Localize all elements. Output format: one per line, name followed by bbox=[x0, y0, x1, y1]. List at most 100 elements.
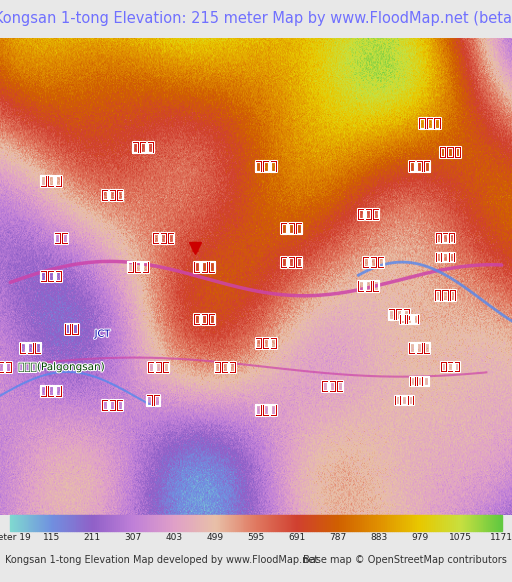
Bar bbox=[235, 515, 237, 531]
Bar bbox=[175, 515, 177, 531]
Bar bbox=[271, 515, 273, 531]
Bar bbox=[185, 515, 187, 531]
Bar bbox=[131, 515, 133, 531]
Bar bbox=[81, 515, 83, 531]
Bar bbox=[76, 515, 77, 531]
Text: 신서동: 신서동 bbox=[255, 403, 278, 417]
Bar bbox=[438, 515, 440, 531]
Bar bbox=[368, 515, 369, 531]
Bar bbox=[264, 515, 266, 531]
Bar bbox=[129, 515, 131, 531]
Bar bbox=[77, 515, 79, 531]
Text: 백안동: 백안동 bbox=[194, 260, 216, 274]
Bar bbox=[199, 515, 200, 531]
Bar bbox=[460, 515, 461, 531]
Text: 대크리: 대크리 bbox=[400, 314, 419, 324]
Bar bbox=[423, 515, 425, 531]
Bar bbox=[333, 515, 335, 531]
Bar bbox=[335, 515, 337, 531]
Bar bbox=[125, 515, 127, 531]
Bar bbox=[189, 515, 190, 531]
Bar bbox=[279, 515, 281, 531]
Bar bbox=[482, 515, 484, 531]
Bar bbox=[74, 515, 76, 531]
Bar bbox=[62, 515, 64, 531]
Bar bbox=[498, 515, 500, 531]
Bar bbox=[292, 515, 294, 531]
Bar bbox=[33, 515, 35, 531]
Bar bbox=[179, 515, 181, 531]
Text: 중대동: 중대동 bbox=[40, 175, 62, 187]
Bar bbox=[89, 515, 91, 531]
Text: 강학리: 강학리 bbox=[357, 279, 380, 293]
Bar bbox=[481, 515, 482, 531]
Bar bbox=[492, 515, 494, 531]
Bar bbox=[31, 515, 33, 531]
Text: 307: 307 bbox=[124, 533, 142, 542]
Bar bbox=[375, 515, 377, 531]
Bar bbox=[325, 515, 327, 531]
Bar bbox=[273, 515, 275, 531]
Bar bbox=[461, 515, 463, 531]
Bar bbox=[143, 515, 144, 531]
Bar bbox=[97, 515, 98, 531]
Bar bbox=[237, 515, 239, 531]
Bar bbox=[359, 515, 361, 531]
Bar bbox=[323, 515, 325, 531]
Bar bbox=[287, 515, 289, 531]
Bar bbox=[60, 515, 62, 531]
Bar bbox=[371, 515, 373, 531]
Bar bbox=[151, 515, 153, 531]
Bar bbox=[469, 515, 471, 531]
Bar bbox=[477, 515, 479, 531]
Bar bbox=[154, 515, 156, 531]
Bar bbox=[54, 515, 56, 531]
Bar bbox=[183, 515, 185, 531]
Bar bbox=[104, 515, 106, 531]
Bar bbox=[262, 515, 264, 531]
Bar bbox=[225, 515, 227, 531]
Text: 499: 499 bbox=[206, 533, 224, 542]
Bar bbox=[285, 515, 287, 531]
Text: 979: 979 bbox=[411, 533, 429, 542]
Bar bbox=[471, 515, 473, 531]
Bar bbox=[49, 515, 51, 531]
Bar bbox=[45, 515, 47, 531]
Bar bbox=[454, 515, 456, 531]
Text: 서사리: 서사리 bbox=[409, 342, 431, 354]
Text: JCT: JCT bbox=[95, 329, 110, 339]
Bar bbox=[204, 515, 206, 531]
Bar bbox=[344, 515, 346, 531]
Bar bbox=[389, 515, 391, 531]
Bar bbox=[465, 515, 467, 531]
Bar bbox=[317, 515, 319, 531]
Bar bbox=[456, 515, 458, 531]
Bar bbox=[382, 515, 385, 531]
Bar bbox=[172, 515, 174, 531]
Bar bbox=[52, 515, 54, 531]
Bar bbox=[202, 515, 204, 531]
Bar bbox=[141, 515, 143, 531]
Bar bbox=[16, 515, 18, 531]
Bar bbox=[100, 515, 102, 531]
Bar bbox=[356, 515, 358, 531]
Bar bbox=[162, 515, 164, 531]
Bar bbox=[394, 515, 396, 531]
Bar bbox=[145, 515, 146, 531]
Bar bbox=[425, 515, 427, 531]
Text: 211: 211 bbox=[83, 533, 101, 542]
Bar bbox=[231, 515, 233, 531]
Bar bbox=[156, 515, 158, 531]
Bar bbox=[266, 515, 267, 531]
Bar bbox=[300, 515, 302, 531]
Bar bbox=[177, 515, 179, 531]
Text: Base map © OpenStreetMap contributors: Base map © OpenStreetMap contributors bbox=[303, 555, 507, 565]
Bar bbox=[283, 515, 285, 531]
Text: 도산동: 도산동 bbox=[147, 361, 170, 374]
Text: 에렵리: 에렵리 bbox=[439, 146, 462, 159]
Bar bbox=[206, 515, 208, 531]
Text: 매여동: 매여동 bbox=[255, 337, 278, 350]
Bar bbox=[123, 515, 125, 531]
Bar bbox=[241, 515, 243, 531]
Bar bbox=[216, 515, 218, 531]
